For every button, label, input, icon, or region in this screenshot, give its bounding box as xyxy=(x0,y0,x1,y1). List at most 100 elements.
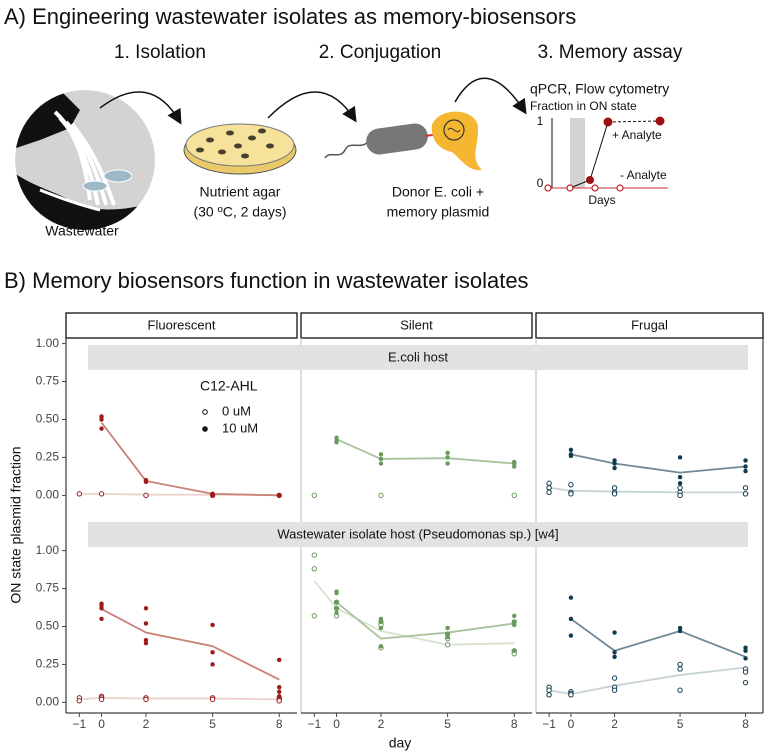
data-point xyxy=(99,606,104,611)
y-tick-label: 0.25 xyxy=(36,450,60,464)
data-point xyxy=(445,455,450,460)
data-point xyxy=(311,613,318,619)
data-point xyxy=(546,489,552,496)
data-point xyxy=(444,641,451,648)
mean-line xyxy=(570,453,746,474)
data-point xyxy=(677,687,683,693)
data-point xyxy=(143,606,149,611)
tick-label: 0 xyxy=(537,176,544,190)
data-point xyxy=(210,650,215,655)
x-tick-label: 8 xyxy=(276,717,283,731)
x-tick-label: −1 xyxy=(307,717,321,731)
data-point xyxy=(568,447,574,453)
annotation: - Analyte xyxy=(620,168,667,182)
data-point xyxy=(611,675,618,681)
facet-label: Frugal xyxy=(631,317,668,332)
data-point xyxy=(378,452,384,457)
step-label: 1. Isolation xyxy=(114,42,206,63)
petri-dish xyxy=(183,123,297,175)
x-tick-label: 2 xyxy=(143,717,150,731)
mean-line xyxy=(100,421,280,497)
data-point xyxy=(743,458,748,463)
data-point xyxy=(677,492,683,499)
facet-label: Fluorescent xyxy=(148,317,216,332)
caption: Nutrient agar xyxy=(200,184,281,200)
y-tick-label: 0.00 xyxy=(36,695,60,709)
data-point xyxy=(311,566,318,572)
legend-title: C12-AHL xyxy=(200,378,258,394)
axis-label: Days xyxy=(588,193,615,207)
data-point xyxy=(76,698,83,704)
legend-label: 10 uM xyxy=(222,420,258,435)
y-tick-label: 0.75 xyxy=(36,581,60,595)
data-point xyxy=(445,450,450,456)
x-tick-label: 2 xyxy=(378,717,385,731)
data-point xyxy=(546,692,552,698)
x-tick-label: 8 xyxy=(742,717,749,731)
data-point xyxy=(334,590,339,596)
data-point xyxy=(378,625,384,631)
step-label: 3. Memory assay xyxy=(538,42,683,63)
data-point xyxy=(742,679,749,686)
annotation: + Analyte xyxy=(612,128,662,142)
data-point xyxy=(612,654,617,660)
data-point xyxy=(511,648,517,654)
caption: Wastewater xyxy=(45,223,119,239)
y-tick-label: 0.50 xyxy=(36,412,60,426)
data-point xyxy=(546,687,552,693)
data-point xyxy=(276,684,282,690)
data-point xyxy=(209,696,216,703)
y-tick-label: 0.25 xyxy=(36,657,60,671)
data-point xyxy=(210,662,215,667)
data-point xyxy=(99,426,104,431)
mean-line xyxy=(101,608,280,681)
arrow xyxy=(454,77,527,115)
chart-title: B) Memory biosensors function in wastewa… xyxy=(4,268,529,293)
facet-label: Silent xyxy=(400,317,433,332)
assay-schematic: qPCR, Flow cytometry Fraction in ON stat… xyxy=(530,81,669,207)
data-point xyxy=(276,657,282,663)
data-point xyxy=(568,692,574,698)
data-point xyxy=(143,492,149,499)
data-point xyxy=(445,625,450,631)
data-point xyxy=(612,461,617,466)
row-label: E.coli host xyxy=(388,349,448,364)
legend-marker xyxy=(202,426,208,432)
mean-line xyxy=(336,438,515,465)
data-point xyxy=(677,455,683,460)
data-point xyxy=(511,492,517,499)
data-point xyxy=(276,689,282,694)
tick-label: 1 xyxy=(537,114,544,128)
data-point xyxy=(378,492,384,499)
data-point xyxy=(334,440,339,445)
arrow xyxy=(99,91,182,125)
y-tick-label: 1.00 xyxy=(36,543,60,557)
data-point xyxy=(99,417,104,422)
data-point xyxy=(143,696,149,703)
facet-header xyxy=(300,312,533,339)
data-point xyxy=(677,666,683,672)
data-point xyxy=(445,634,450,640)
data-point xyxy=(568,453,574,459)
y-tick-label: 0.75 xyxy=(36,374,60,388)
data-point xyxy=(334,610,339,616)
x-tick-label: 0 xyxy=(568,717,575,731)
data-point xyxy=(511,613,517,619)
data-point xyxy=(742,491,749,497)
data-point xyxy=(210,622,215,628)
data-point xyxy=(677,628,683,634)
x-tick-label: −1 xyxy=(72,717,86,731)
data-point xyxy=(611,491,618,497)
data-point xyxy=(612,650,617,655)
data-point xyxy=(568,616,574,622)
data-point xyxy=(378,461,384,466)
x-tick-label: 0 xyxy=(98,717,105,731)
mean-line xyxy=(335,601,515,640)
mean-line xyxy=(548,666,746,695)
data-point xyxy=(568,633,574,638)
step-label: 2. Conjugation xyxy=(319,42,442,63)
data-point xyxy=(334,606,339,611)
data-point xyxy=(98,491,105,497)
data-point xyxy=(677,474,683,480)
